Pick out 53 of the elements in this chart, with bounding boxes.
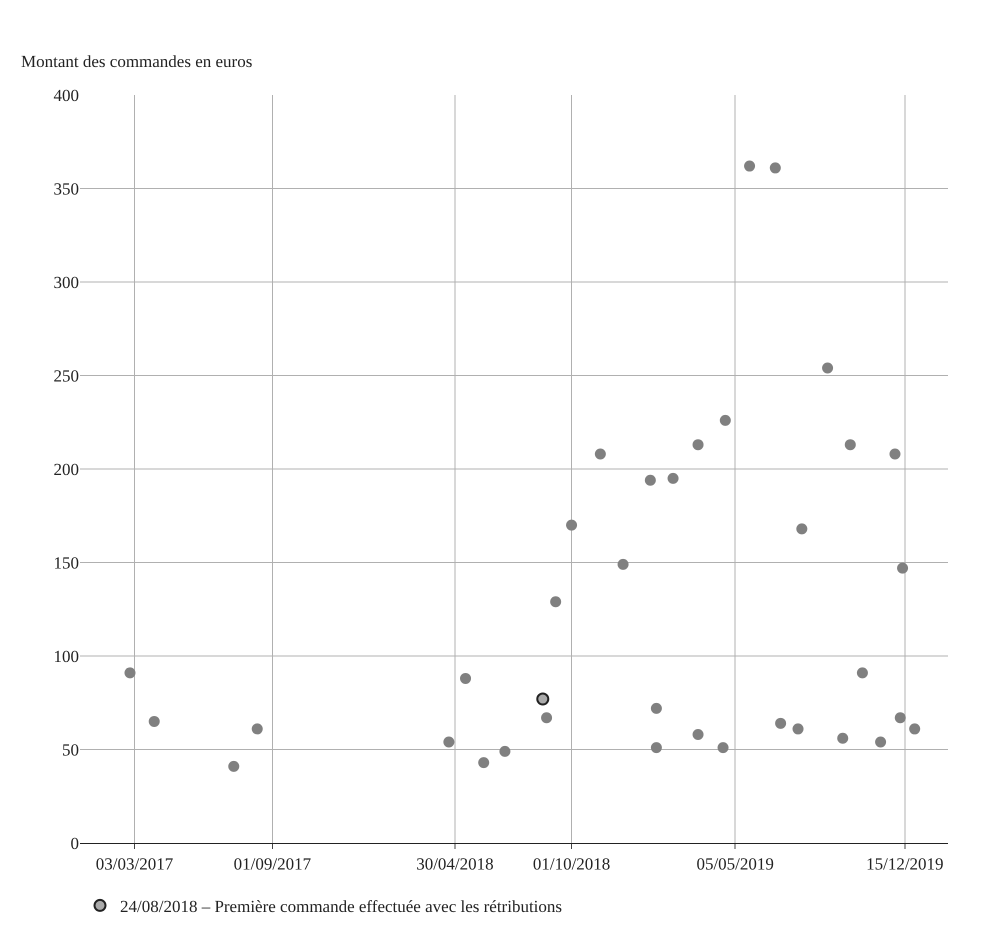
point [228, 760, 240, 772]
x-tick-label: 01/09/2017 [234, 854, 312, 874]
point [844, 439, 856, 450]
point [536, 692, 550, 706]
point [897, 562, 908, 574]
point [550, 596, 562, 608]
point [718, 742, 729, 754]
x-tick-label: 30/04/2018 [416, 854, 494, 874]
y-tick-label: 300 [54, 272, 79, 292]
point [856, 667, 868, 678]
point [775, 718, 786, 729]
point [594, 448, 606, 460]
y-tick-label: 200 [54, 460, 79, 479]
point [668, 472, 679, 484]
point [443, 736, 454, 748]
x-tick-label: 05/05/2019 [696, 854, 774, 874]
x-tick-label: 01/10/2018 [532, 854, 610, 874]
y-tick-label: 0 [70, 834, 79, 853]
y-tick-label: 350 [54, 179, 79, 198]
point [744, 160, 756, 172]
point [499, 746, 510, 757]
point [837, 732, 848, 744]
point [822, 362, 834, 374]
y-tick-label: 100 [54, 646, 79, 666]
point [770, 162, 781, 174]
point [478, 757, 490, 768]
point [124, 667, 136, 678]
point [650, 702, 662, 714]
point [875, 736, 886, 748]
point [692, 439, 704, 450]
point [252, 723, 263, 734]
point [650, 742, 662, 754]
point [692, 729, 704, 740]
point [792, 723, 804, 734]
point [720, 414, 731, 426]
y-tick-label: 400 [54, 86, 79, 105]
point [796, 523, 808, 534]
x-tick-label: 15/12/2019 [866, 854, 944, 874]
y-tick-label: 250 [54, 366, 79, 386]
y-axis-title: Montant des commandes en euros [21, 52, 252, 71]
y-tick-label: 50 [62, 740, 79, 760]
legend-label: 24/08/2018 – Première commande effectuée avec les rétributions [120, 897, 562, 916]
y-tick-label: 150 [54, 553, 79, 572]
point [889, 448, 900, 460]
point [644, 474, 656, 486]
point [541, 712, 552, 724]
point [618, 558, 629, 570]
point [460, 672, 472, 684]
point [566, 520, 578, 531]
point [909, 723, 920, 734]
point [894, 712, 906, 724]
point [148, 716, 160, 727]
x-tick-label: 03/03/2017 [96, 854, 174, 874]
